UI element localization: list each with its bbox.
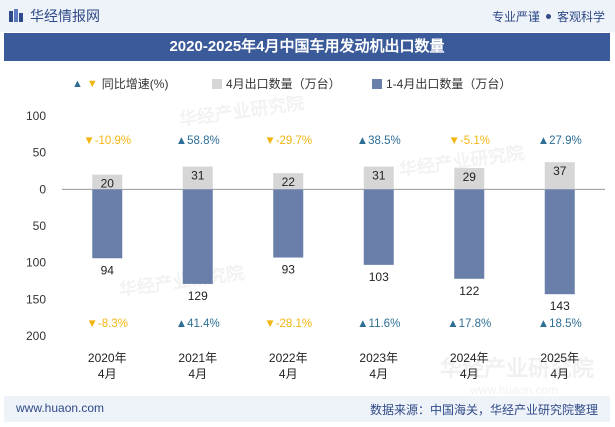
triangle-up-icon: ▲ [72, 77, 83, 90]
chart-area: 华经产业研究院华经产业研究院华经产业研究院华经产业研究院www.huaon.co… [26, 96, 605, 396]
legend-monthly-swatch [212, 78, 222, 89]
watermark-url: www.huaon.com [469, 383, 558, 396]
growth-cumulative-label: ▲11.6% [357, 318, 400, 330]
legend-cumulative-label: 1-4月出口数量（万台） [386, 77, 512, 91]
footer-source: 数据来源：中国海关，华经产业研究院整理 [369, 403, 598, 417]
x-tick-label: 4月 [550, 367, 569, 381]
legend-cumulative-swatch [372, 78, 382, 89]
bar-monthly-label: 22 [282, 175, 296, 189]
watermark: 华经产业研究院 [118, 262, 246, 300]
x-tick-label: 2023年 [359, 351, 398, 365]
bar-cumulative-label: 122 [459, 284, 479, 298]
top-bar: 华经情报网 专业严谨 客观科学 [0, 0, 615, 32]
growth-cumulative-label: ▼-28.1% [264, 318, 312, 330]
brand-logo-icon [9, 9, 23, 22]
footer: www.huaon.com 数据来源：中国海关，华经产业研究院整理 [4, 396, 610, 422]
x-tick-label: 2025年 [540, 351, 579, 365]
bar-cumulative [273, 189, 304, 258]
growth-cumulative-label: ▲18.5% [538, 318, 582, 330]
legend-monthly: 4月出口数量（万台） [212, 75, 341, 92]
tagline-left: 专业严谨 [491, 10, 540, 24]
y-tick-label: 200 [26, 329, 46, 343]
bar-monthly [363, 166, 394, 190]
growth-monthly-label: ▼-29.7% [264, 135, 312, 147]
x-tick-label: 4月 [98, 367, 117, 381]
bar-cumulative-label: 129 [188, 289, 208, 303]
bar-monthly [454, 168, 485, 190]
x-tick-label: 4月 [369, 367, 388, 381]
bar-monthly-label: 31 [191, 169, 205, 183]
bar-cumulative-label: 143 [550, 299, 570, 313]
bar-monthly-label: 20 [101, 177, 115, 191]
x-tick-label: 2020年 [88, 351, 127, 365]
bar-cumulative-label: 93 [282, 263, 296, 277]
growth-monthly-label: ▲38.5% [357, 135, 401, 147]
watermark: 华经产业研究院 [178, 96, 306, 130]
x-tick-label: 4月 [279, 367, 298, 381]
growth-monthly-label: ▲58.8% [176, 135, 220, 147]
legend-growth-label: 同比增速(%) [101, 77, 169, 91]
growth-cumulative-label: ▲41.4% [176, 318, 220, 330]
tagline: 专业严谨 客观科学 [492, 8, 605, 25]
footer-website: www.huaon.com [16, 401, 105, 415]
legend: ▲ ▼ 同比增速(%) 4月出口数量（万台） 1-4月出口数量（万台） [0, 71, 615, 93]
dot-icon [545, 14, 551, 20]
brand: 华经情报网 [8, 6, 100, 26]
legend-cumulative: 1-4月出口数量（万台） [372, 75, 511, 92]
y-tick-label: 0 [39, 182, 46, 196]
bar-monthly-label: 29 [463, 170, 477, 184]
bar-monthly [182, 166, 213, 190]
chart-title: 2020-2025年4月中国车用发动机出口数量 [4, 33, 610, 61]
growth-monthly-label: ▼-10.9% [83, 135, 131, 147]
legend-growth: ▲ ▼ 同比增速(%) [72, 75, 168, 92]
bar-cumulative [544, 189, 575, 295]
bar-monthly [92, 174, 123, 190]
bar-cumulative-label: 94 [101, 263, 115, 277]
triangle-down-icon: ▼ [86, 77, 98, 90]
y-tick-label: 100 [26, 256, 46, 270]
bar-monthly [273, 173, 304, 190]
x-tick-label: 2024年 [450, 351, 489, 365]
bar-cumulative-label: 103 [369, 270, 389, 284]
legend-monthly-label: 4月出口数量（万台） [226, 77, 341, 91]
y-tick-label: 150 [26, 292, 46, 306]
y-tick-label: 100 [26, 109, 46, 123]
bar-cumulative [454, 189, 485, 279]
bar-cumulative [182, 189, 213, 284]
x-tick-label: 2022年 [269, 351, 308, 365]
growth-monthly-label: ▲27.9% [538, 135, 582, 147]
x-tick-label: 4月 [460, 367, 479, 381]
x-tick-label: 2021年 [178, 351, 217, 365]
x-tick-label: 4月 [188, 367, 207, 381]
bar-cumulative [363, 189, 394, 265]
bar-monthly [544, 162, 575, 190]
watermark: 华经产业研究院 [440, 356, 594, 381]
growth-cumulative-label: ▼-8.3% [87, 318, 128, 330]
tagline-right: 客观科学 [556, 10, 605, 24]
bar-monthly-label: 31 [372, 169, 386, 183]
growth-monthly-label: ▼-5.1% [449, 135, 490, 147]
growth-cumulative-label: ▲17.8% [447, 318, 491, 330]
bar-cumulative [92, 189, 123, 259]
y-tick-label: 50 [33, 219, 47, 233]
y-tick-label: 50 [33, 146, 47, 160]
brand-name: 华经情报网 [30, 8, 100, 24]
bar-monthly-label: 37 [553, 164, 567, 178]
